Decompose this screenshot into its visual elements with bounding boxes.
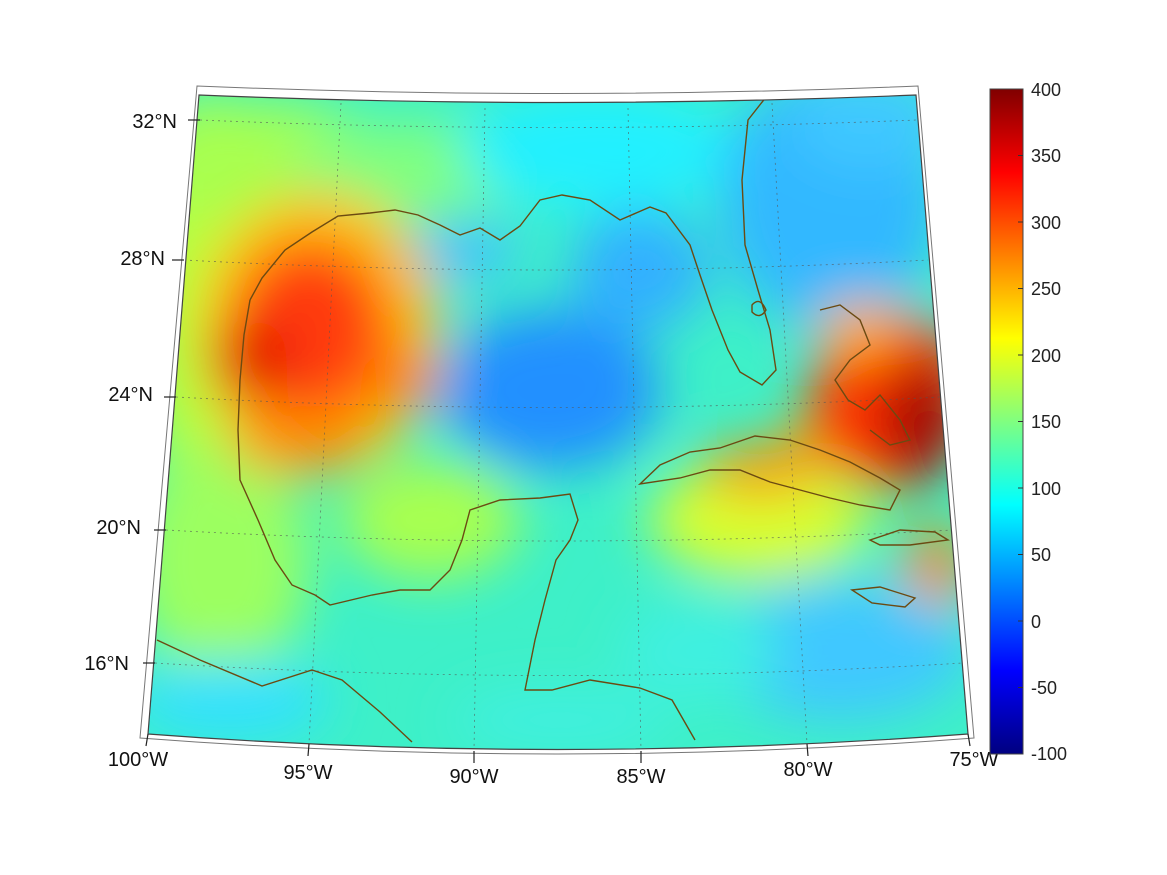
- colorbar-label-400: 400: [1031, 80, 1061, 100]
- colorbar-label-neg100: -100: [1031, 744, 1067, 764]
- colorbar-label-150: 150: [1031, 412, 1061, 432]
- coastlines: [156, 95, 951, 743]
- lon-label-90w: 90°W: [449, 766, 498, 788]
- bahamas-coast: [819, 304, 912, 446]
- lon-ticks: [145, 733, 971, 763]
- lon-label-100w: 100°W: [108, 749, 168, 771]
- lat-label-16n: 16°N: [84, 653, 129, 675]
- lon-labels: 100°W 95°W 90°W 85°W 80°W 75°W: [108, 749, 999, 788]
- colorbar-label-300: 300: [1031, 213, 1061, 233]
- lon-label-95w: 95°W: [283, 762, 332, 784]
- colorbar-label-0: 0: [1031, 612, 1041, 632]
- lat-label-28n: 28°N: [120, 248, 165, 270]
- hispaniola-coast: [868, 529, 951, 546]
- map-frame-outer: [139, 85, 975, 755]
- jamaica-coast: [849, 586, 917, 608]
- lon-label-85w: 85°W: [616, 766, 665, 788]
- colorbar-label-350: 350: [1031, 146, 1061, 166]
- colorbar-label-50: 50: [1031, 545, 1051, 565]
- lon-label-75w: 75°W: [949, 749, 998, 771]
- lat-label-24n: 24°N: [108, 384, 153, 406]
- lon-label-80w: 80°W: [783, 759, 832, 781]
- cuba-coast: [637, 435, 901, 511]
- colorbar-label-100: 100: [1031, 479, 1061, 499]
- map-field: [148, 95, 968, 750]
- gulf-coast: [249, 95, 777, 386]
- lat-label-20n: 20°N: [96, 517, 141, 539]
- lat-labels: 16°N 20°N 24°N 28°N 32°N: [84, 111, 177, 675]
- colorbar-ticks: [1018, 155, 1023, 688]
- colorbar-label-200: 200: [1031, 346, 1061, 366]
- colorbar: 400 350 300 250 200 150 100 50 0 -50 -10…: [989, 80, 1067, 764]
- map-frame: [147, 94, 969, 751]
- central-america-coast: [156, 639, 413, 743]
- lake-okeechobee: [751, 300, 767, 317]
- colorbar-label-250: 250: [1031, 279, 1061, 299]
- colorbar-label-neg50: -50: [1031, 678, 1057, 698]
- colorbar-gradient: [989, 88, 1024, 755]
- lat-ticks: [143, 119, 200, 664]
- colorbar-labels: 400 350 300 250 200 150 100 50 0 -50 -10…: [1031, 80, 1067, 764]
- lat-label-32n: 32°N: [132, 111, 177, 133]
- mexico-coast: [237, 299, 696, 741]
